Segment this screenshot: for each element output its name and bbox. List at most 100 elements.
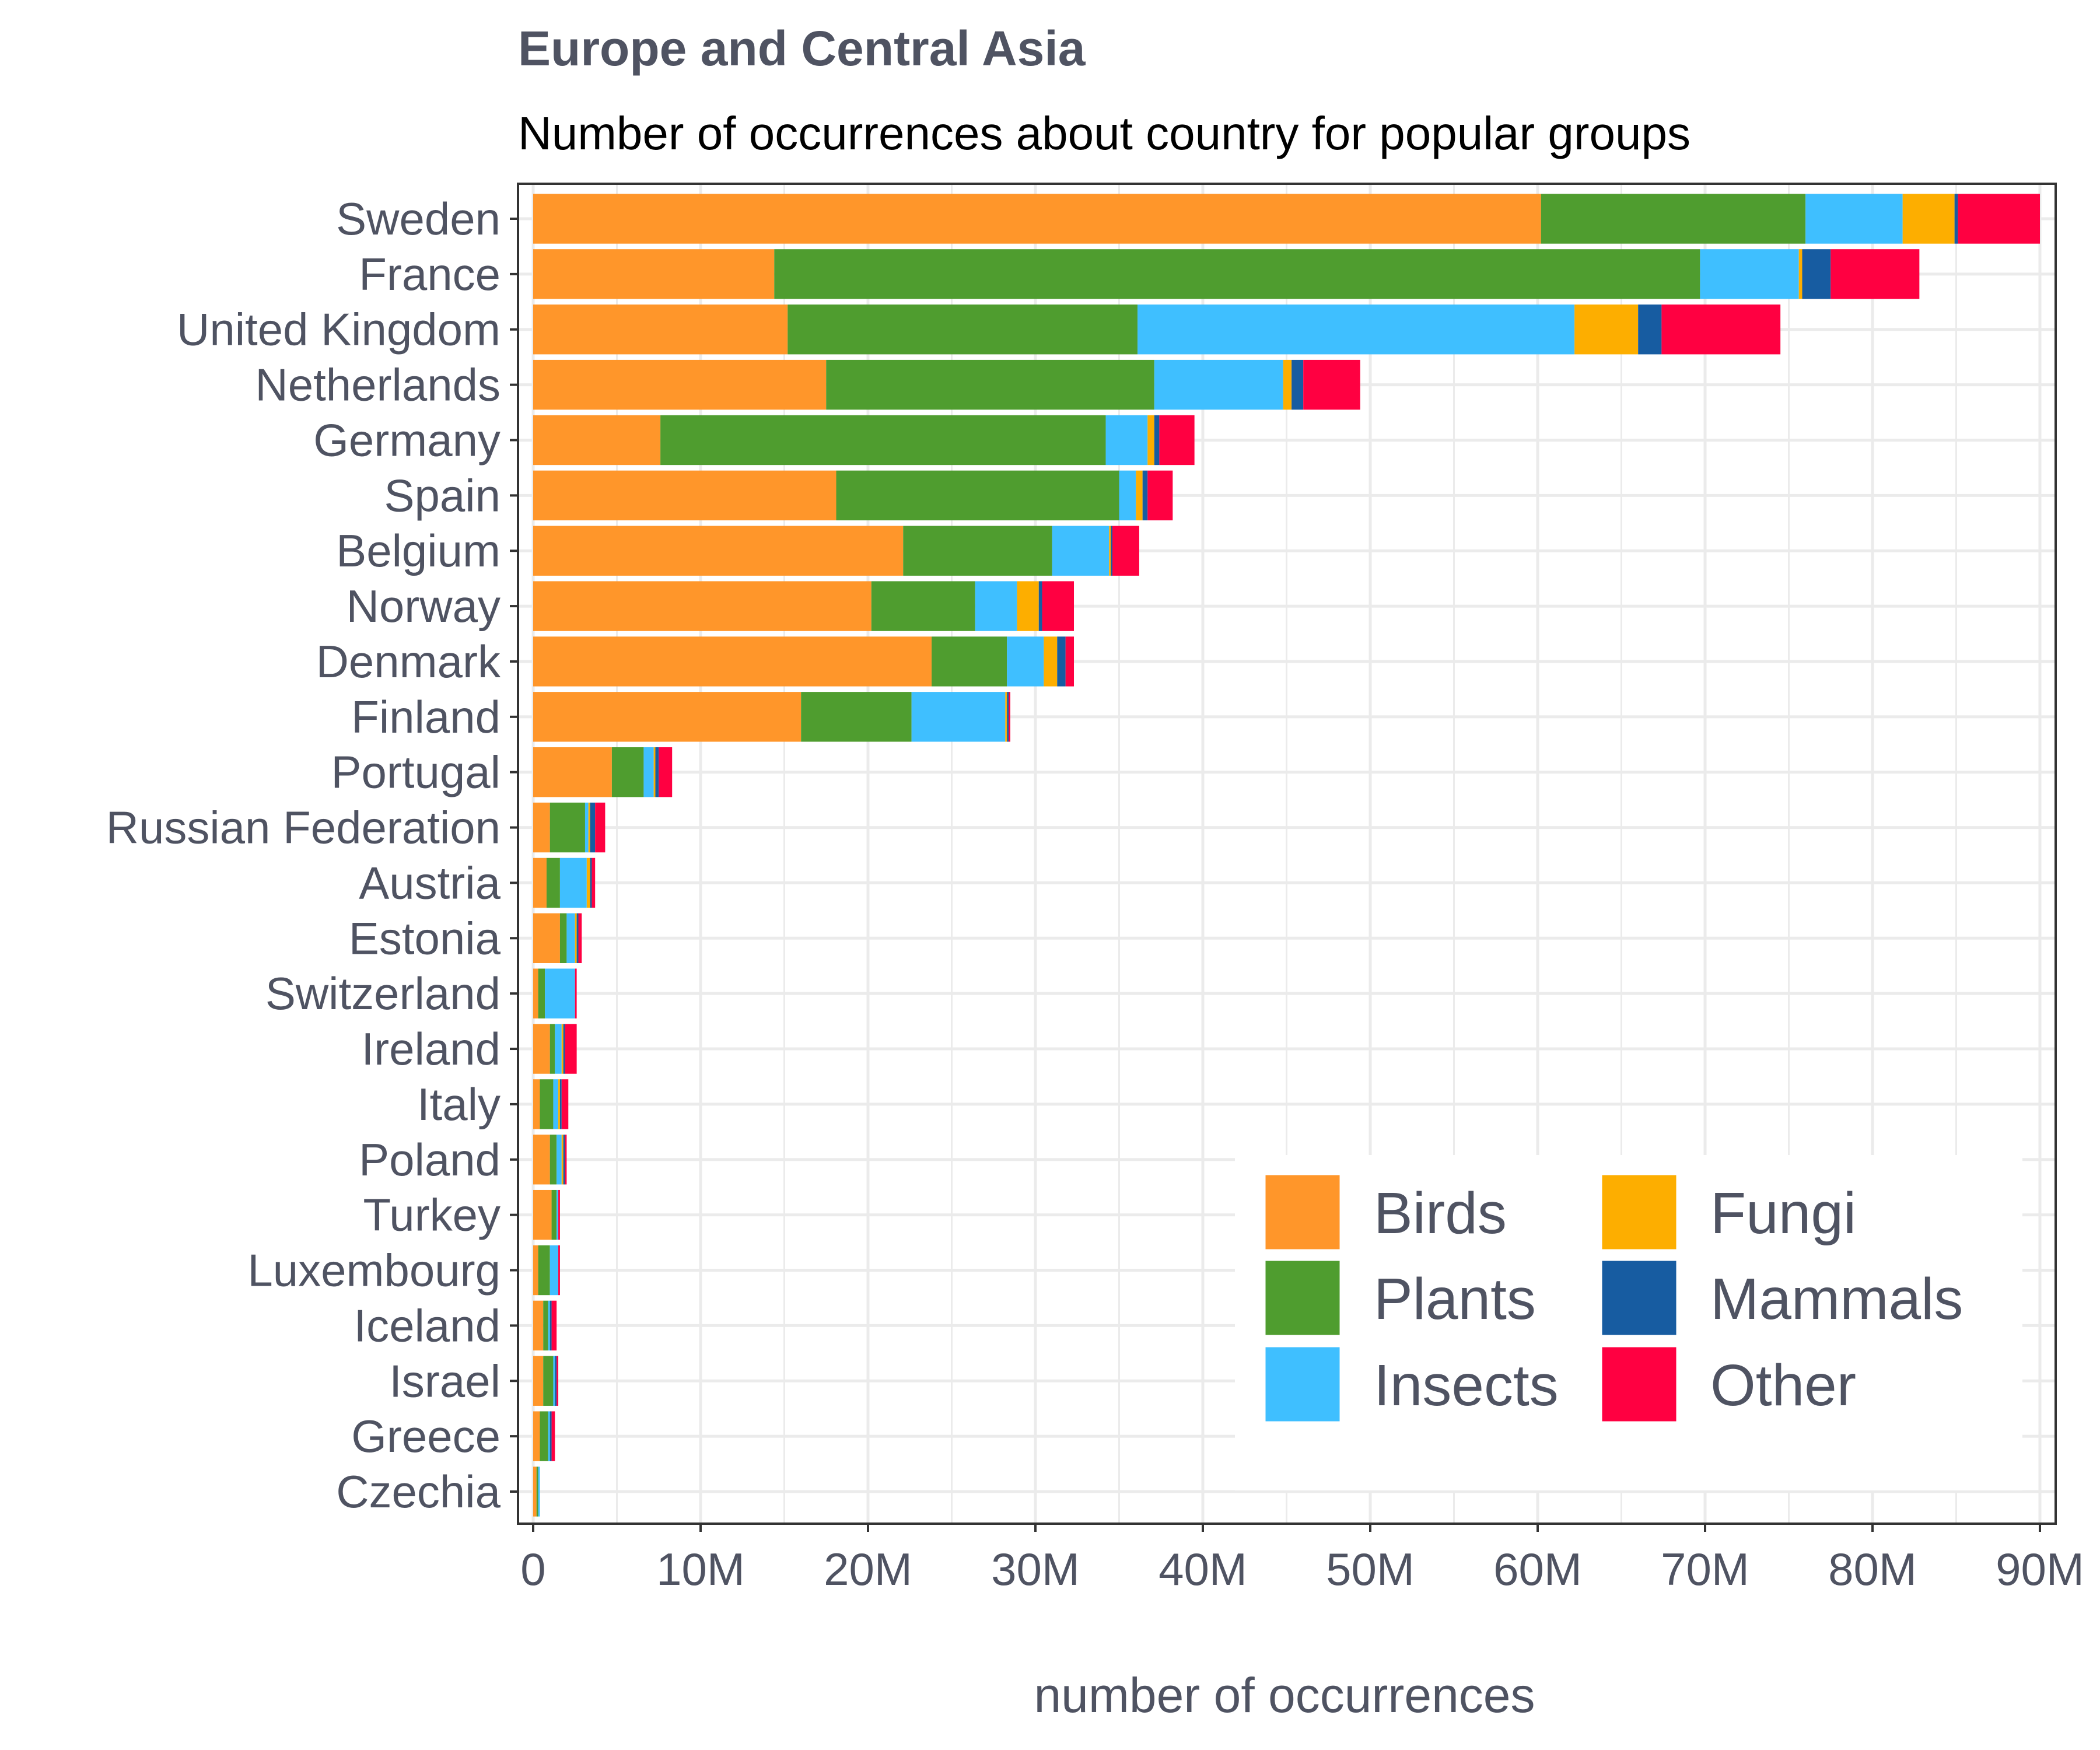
bar-other-switzerland — [575, 968, 577, 1019]
bar-insects-denmark — [1007, 636, 1044, 687]
bar-insects-switzerland — [545, 968, 575, 1019]
legend-label-fungi: Fungi — [1710, 1181, 1856, 1246]
y-tick-label: Russian Federation — [106, 802, 501, 853]
bar-birds-turkey — [533, 1189, 552, 1240]
bar-plants-netherlands — [826, 359, 1154, 410]
bar-birds-greece — [533, 1411, 540, 1461]
bar-mammals-spain — [1142, 470, 1148, 521]
bar-fungi-estonia — [575, 913, 577, 963]
bar-plants-russian-federation — [550, 802, 585, 853]
legend-swatch-birds — [1264, 1173, 1342, 1251]
x-tick-label: 80M — [1828, 1544, 1917, 1595]
bar-plants-estonia — [559, 913, 567, 963]
bar-other-finland — [1009, 692, 1010, 742]
bar-insects-austria — [559, 858, 587, 908]
bar-birds-israel — [533, 1356, 544, 1406]
bar-plants-italy — [540, 1079, 554, 1129]
bar-other-netherlands — [1303, 359, 1360, 410]
bar-birds-estonia — [533, 913, 560, 963]
bar-birds-iceland — [533, 1300, 544, 1351]
bar-fungi-netherlands — [1283, 359, 1292, 410]
x-tick-label: 0 — [520, 1544, 545, 1595]
bar-insects-norway — [975, 581, 1017, 631]
bar-other-israel — [556, 1356, 559, 1406]
bar-birds-finland — [533, 692, 802, 742]
bar-insects-israel — [553, 1356, 555, 1406]
bar-fungi-germany — [1147, 415, 1154, 466]
bar-birds-spain — [533, 470, 836, 521]
y-tick-label: Israel — [389, 1355, 501, 1406]
bar-birds-portugal — [533, 747, 612, 797]
chart-subtitle: Number of occurrences about country for … — [518, 107, 1690, 159]
bar-insects-ireland — [555, 1024, 562, 1074]
y-tick-label: Luxembourg — [247, 1245, 501, 1296]
bar-plants-luxembourg — [538, 1245, 550, 1296]
bar-insects-belgium — [1052, 526, 1110, 576]
bar-mammals-austria — [590, 858, 592, 908]
bar-mammals-germany — [1154, 415, 1160, 466]
bar-other-luxembourg — [558, 1245, 560, 1296]
x-tick-label: 70M — [1661, 1544, 1749, 1595]
bar-insects-finland — [911, 692, 1006, 742]
bar-mammals-denmark — [1057, 636, 1066, 687]
bar-birds-denmark — [533, 636, 932, 687]
bar-plants-finland — [801, 692, 912, 742]
bar-plants-iceland — [543, 1300, 548, 1351]
bar-plants-united-kingdom — [788, 304, 1138, 355]
bar-mammals-russian-federation — [590, 802, 596, 853]
bar-birds-norway — [533, 581, 872, 631]
bar-mammals-ireland — [563, 1024, 565, 1074]
y-tick-label: Portugal — [331, 747, 501, 798]
bar-plants-portugal — [611, 747, 644, 797]
bar-mammals-belgium — [1111, 526, 1113, 576]
x-axis-title: number of occurrences — [1034, 1668, 1535, 1723]
x-tick-label: 30M — [991, 1544, 1080, 1595]
bar-plants-france — [774, 249, 1700, 299]
bar-fungi-belgium — [1109, 526, 1111, 576]
bar-insects-italy — [553, 1079, 559, 1129]
bar-other-united-kingdom — [1661, 304, 1781, 355]
bar-other-greece — [551, 1411, 555, 1461]
bar-birds-ireland — [533, 1024, 550, 1074]
legend-label-insects: Insects — [1374, 1353, 1559, 1418]
bar-mammals-finland — [1007, 692, 1009, 742]
y-tick-label: Norway — [346, 580, 501, 632]
bar-fungi-ireland — [561, 1024, 564, 1074]
y-tick-label: Czechia — [336, 1466, 501, 1517]
bar-fungi-russian-federation — [588, 802, 590, 853]
bar-insects-sweden — [1805, 194, 1903, 244]
bar-other-germany — [1159, 415, 1195, 466]
legend: Birds Plants Insects Fungi Mammals Other — [1235, 1155, 2022, 1490]
legend-label-birds: Birds — [1374, 1181, 1507, 1246]
legend-label-mammals: Mammals — [1710, 1266, 1963, 1332]
bar-insects-turkey — [556, 1189, 559, 1240]
bar-other-iceland — [551, 1300, 557, 1351]
bar-insects-spain — [1119, 470, 1136, 521]
bar-birds-sweden — [533, 194, 1541, 244]
x-tick-label: 50M — [1326, 1544, 1415, 1595]
bar-insects-greece — [548, 1411, 550, 1461]
bar-mammals-estonia — [576, 913, 579, 963]
bar-plants-switzerland — [538, 968, 545, 1019]
bar-fungi-finland — [1005, 692, 1007, 742]
bar-insects-portugal — [643, 747, 654, 797]
y-tick-label: Netherlands — [255, 359, 501, 411]
bar-plants-denmark — [932, 636, 1007, 687]
y-tick-label: Poland — [359, 1134, 501, 1185]
bar-other-poland — [565, 1135, 567, 1185]
x-tick-label: 60M — [1493, 1544, 1582, 1595]
bar-mammals-iceland — [550, 1300, 552, 1351]
y-tick-label: Ireland — [362, 1023, 501, 1074]
bar-birds-poland — [533, 1135, 550, 1185]
bar-birds-italy — [533, 1079, 540, 1129]
y-tick-label: Belgium — [336, 525, 501, 576]
bar-other-norway — [1042, 581, 1074, 631]
bar-insects-germany — [1105, 415, 1148, 466]
y-tick-label: Greece — [351, 1410, 501, 1462]
bar-fungi-united-kingdom — [1574, 304, 1639, 355]
panel-border — [517, 183, 2057, 1525]
y-tick-label: Germany — [313, 414, 501, 466]
legend-label-other: Other — [1710, 1353, 1856, 1418]
